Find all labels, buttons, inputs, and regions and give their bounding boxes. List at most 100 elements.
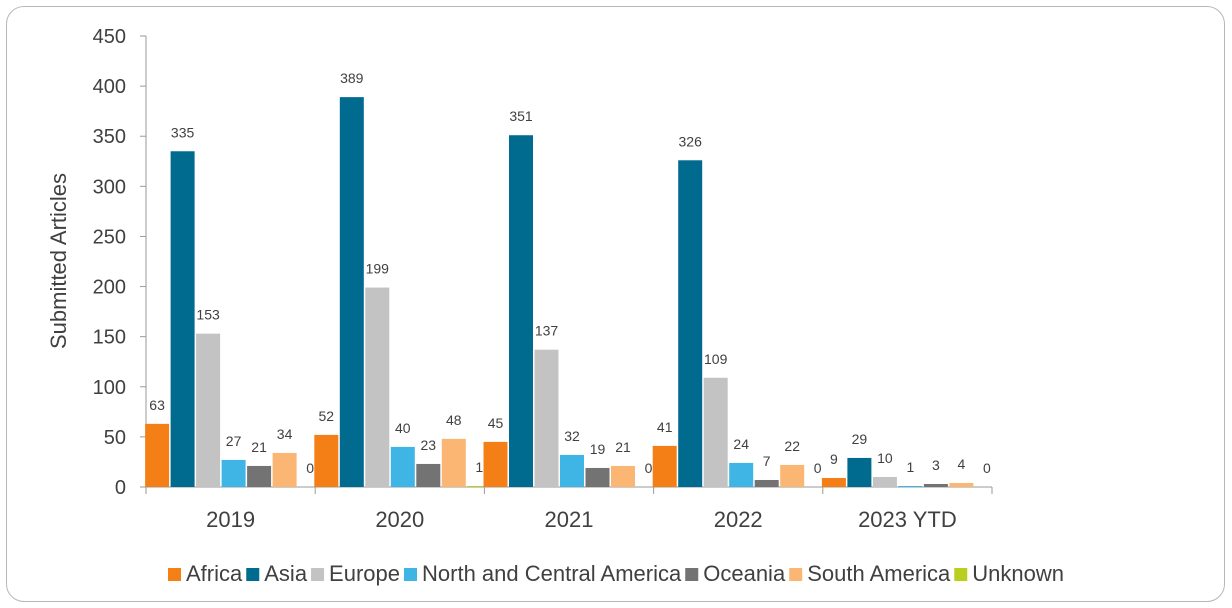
legend-swatch (404, 568, 418, 581)
bar (821, 477, 846, 487)
bar (247, 465, 272, 487)
bar (483, 441, 508, 487)
legend-label: Oceania (703, 561, 786, 586)
bar (652, 445, 677, 487)
bar (923, 483, 948, 487)
data-label: 137 (535, 323, 559, 339)
x-tick-label: 2021 (545, 507, 594, 532)
y-tick-label: 0 (115, 477, 126, 499)
legend-swatch (311, 568, 325, 581)
bar (390, 446, 415, 487)
bar (703, 377, 728, 487)
legend-swatch (168, 568, 182, 581)
x-tick-label: 2023 YTD (858, 507, 957, 532)
legend-item: Africa (168, 561, 243, 586)
legend-item: Oceania (685, 561, 786, 586)
bar (729, 462, 754, 487)
data-label: 326 (679, 133, 703, 149)
y-tick-label: 150 (93, 327, 126, 349)
bar (611, 465, 635, 487)
data-label: 52 (319, 408, 335, 424)
bar (339, 97, 364, 487)
bar (585, 467, 610, 487)
data-label: 0 (814, 460, 822, 476)
bar (272, 452, 297, 487)
data-label: 40 (395, 420, 411, 436)
data-label: 199 (366, 261, 390, 277)
data-label: 27 (226, 433, 242, 449)
data-label: 19 (590, 441, 606, 457)
legend-label: Africa (186, 561, 243, 586)
legend-swatch (954, 568, 968, 581)
data-label: 389 (340, 70, 364, 86)
legend-label: North and Central America (422, 561, 682, 586)
data-label: 0 (983, 460, 991, 476)
data-label: 45 (488, 415, 504, 431)
bar (534, 349, 559, 487)
bar (560, 454, 584, 487)
data-label: 109 (704, 351, 728, 367)
legend-item: Unknown (954, 561, 1064, 586)
data-label: 153 (196, 307, 220, 323)
data-label: 48 (446, 412, 462, 428)
chart-frame (6, 6, 1225, 602)
legend-swatch (246, 568, 260, 581)
bar (221, 459, 246, 487)
bar (898, 485, 923, 487)
data-label: 34 (277, 426, 293, 442)
x-tick-label: 2022 (714, 507, 763, 532)
bar (872, 476, 897, 487)
data-label: 23 (421, 437, 437, 453)
legend-swatch (685, 568, 699, 581)
data-label: 10 (877, 450, 893, 466)
data-label: 9 (830, 451, 838, 467)
legend-label: Unknown (972, 561, 1064, 586)
data-label: 0 (306, 460, 314, 476)
legend-label: Asia (264, 561, 308, 586)
data-label: 4 (958, 456, 966, 472)
legend-item: North and Central America (404, 561, 682, 586)
y-tick-label: 50 (104, 427, 126, 449)
data-label: 32 (564, 428, 580, 444)
data-label: 63 (149, 397, 165, 413)
bar (754, 479, 779, 487)
legend-item: Europe (311, 561, 400, 586)
legend-swatch (789, 568, 803, 581)
data-label: 351 (509, 108, 533, 124)
bar (170, 151, 195, 487)
bar (441, 438, 466, 487)
bar (949, 482, 974, 487)
bar (780, 464, 805, 487)
y-tick-label: 250 (93, 226, 126, 248)
data-label: 1 (907, 459, 915, 475)
y-axis-label: Submitted Articles (46, 173, 71, 349)
x-tick-label: 2019 (206, 507, 255, 532)
legend-item: South America (789, 561, 951, 586)
bar (145, 423, 170, 487)
bar (365, 287, 390, 487)
bar (314, 434, 339, 487)
data-label: 24 (733, 436, 749, 452)
x-tick-label: 2020 (375, 507, 424, 532)
data-label: 21 (251, 439, 267, 455)
y-tick-label: 450 (93, 26, 126, 48)
legend-label: South America (807, 561, 951, 586)
bar (847, 457, 872, 487)
bar (509, 135, 533, 487)
legend-item: Asia (246, 561, 308, 586)
data-label: 41 (657, 419, 673, 435)
y-tick-label: 400 (93, 76, 126, 98)
legend-label: Europe (329, 561, 400, 586)
bar (678, 160, 703, 487)
data-label: 29 (852, 431, 868, 447)
data-label: 335 (171, 124, 195, 140)
data-label: 22 (784, 438, 800, 454)
y-tick-label: 350 (93, 126, 126, 148)
data-label: 3 (932, 457, 940, 473)
bar (196, 333, 221, 487)
bar (467, 485, 492, 487)
y-tick-label: 100 (93, 377, 126, 399)
data-label: 1 (475, 459, 483, 475)
data-label: 21 (615, 439, 631, 455)
